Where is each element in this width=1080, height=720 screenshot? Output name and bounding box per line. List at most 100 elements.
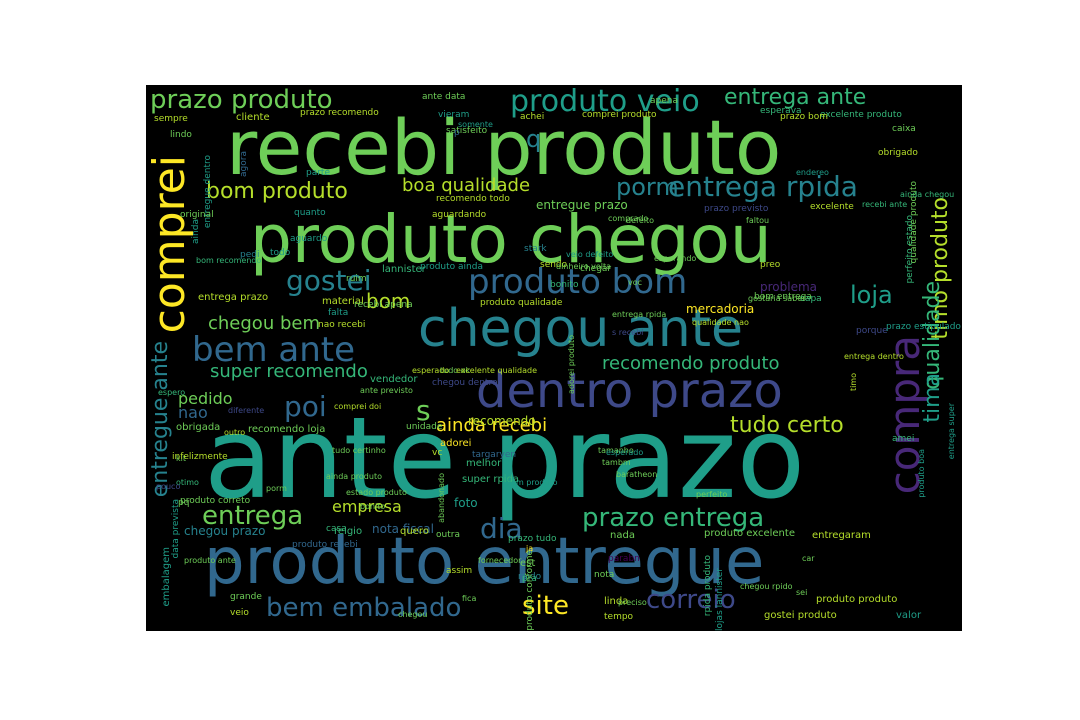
cloud-word: excelente qualidade — [456, 366, 537, 375]
cloud-word: nada — [610, 530, 635, 541]
cloud-word: bem embalado — [266, 593, 462, 623]
cloud-word: somente — [458, 120, 493, 129]
cloud-word: achei — [520, 112, 545, 122]
cloud-word: sempre — [154, 114, 188, 124]
cloud-word: ante prazo — [204, 394, 806, 524]
cloud-word: caixa — [892, 124, 916, 134]
cloud-word: entrega ante — [724, 85, 867, 110]
cloud-word: prazo bom — [780, 112, 829, 122]
cloud-word: bom produto — [206, 179, 348, 204]
cloud-word: tima — [920, 373, 945, 423]
cloud-word: recomendo loja — [248, 424, 326, 435]
cloud-word: entrega rpida — [612, 310, 667, 319]
cloud-word: esperava — [760, 106, 802, 116]
cloud-word: espero — [158, 388, 186, 397]
cloud-word: esperado — [412, 366, 450, 375]
cloud-word: bem ante — [192, 330, 356, 370]
cloud-word: vendedor — [370, 374, 418, 385]
cloud-word: est — [520, 558, 536, 569]
cloud-word: p — [454, 128, 460, 138]
cloud-word: bom — [366, 289, 411, 313]
cloud-word: otimo — [176, 478, 199, 487]
cloud-word: bonito — [550, 280, 579, 290]
cloud-word: produto qualidade — [480, 298, 563, 308]
cloud-word: apena — [650, 96, 678, 106]
cloud-word: lindo — [170, 130, 192, 140]
cloud-word: sendo — [540, 260, 568, 270]
cloud-word: infelizmente — [172, 452, 228, 462]
cloud-word: chegou — [398, 610, 428, 619]
cloud-word: obrigada — [176, 422, 221, 433]
cloud-word: entrega rpida — [668, 170, 858, 203]
cloud-word: outra — [436, 530, 460, 540]
cloud-word: adorei — [440, 438, 472, 449]
cloud-word: dentro prazo — [476, 363, 783, 419]
cloud-word: entrega — [202, 501, 304, 531]
cloud-word: preciso — [618, 598, 647, 607]
cloud-word: preo — [760, 260, 781, 270]
cloud-word: nota fiscal — [372, 522, 434, 536]
cloud-word: pq — [178, 498, 190, 508]
cloud-word: aguardo — [290, 234, 328, 244]
cloud-word: excelente — [810, 202, 854, 212]
cloud-word: chegou rpido — [740, 582, 793, 591]
cloud-word: porm — [266, 484, 287, 493]
cloud-word: fornecedor — [478, 556, 522, 565]
cloud-word: entregue prazo — [536, 198, 628, 212]
cloud-word: unidade — [406, 422, 443, 432]
cloud-word: abandonado — [437, 473, 446, 523]
cloud-word: esperando — [654, 254, 697, 263]
cloud-word: comprei doi — [334, 402, 382, 411]
cloud-word: chegar — [580, 264, 612, 274]
cloud-word: pedi — [240, 250, 260, 260]
cloud-word: correio — [646, 585, 736, 615]
cloud-word: outro — [224, 428, 246, 437]
cloud-word: chegou bem — [208, 313, 320, 334]
cloud-word: loja — [850, 281, 893, 309]
cloud-word: produto bom — [468, 262, 688, 302]
cloud-word: qualidade nao — [692, 318, 749, 327]
cloud-word: falta — [328, 308, 349, 318]
cloud-word: relgio — [334, 526, 363, 537]
cloud-word: veio — [230, 608, 249, 618]
cloud-word: s recebi — [612, 328, 644, 337]
cloud-word: endereo — [796, 168, 829, 177]
cloud-word: assim — [446, 566, 473, 576]
cloud-word: nota — [594, 570, 615, 580]
cloud-word: sei — [796, 588, 808, 597]
cloud-word: amei — [892, 434, 915, 444]
cloud-word: comprei produto — [582, 110, 657, 120]
cloud-word: recomendo todo — [436, 194, 510, 204]
cloud-word: ja — [526, 544, 534, 553]
cloud-word: tempo — [604, 612, 634, 622]
cloud-word: linda — [604, 596, 629, 607]
cloud-word: recomendo — [468, 414, 536, 428]
cloud-word: car — [802, 554, 815, 563]
cloud-word: mercadoria — [686, 302, 755, 316]
cloud-word: adorei produto — [567, 335, 576, 394]
cloud-word: produto produto — [816, 594, 898, 605]
cloud-word: ainda recebi — [436, 415, 548, 436]
cloud-word: ainda — [191, 219, 201, 244]
cloud-word: ainda produto — [326, 472, 382, 481]
cloud-word: kit — [176, 454, 186, 463]
cloud-word: gostaria saber — [748, 294, 806, 303]
cloud-word: boa qualidade — [402, 175, 531, 196]
cloud-word: targaryen — [472, 450, 517, 460]
cloud-word: produto ante — [184, 556, 236, 565]
cloud-word: porque — [856, 326, 888, 336]
cloud-word: parabn — [608, 554, 640, 564]
cloud-word: dia — [480, 512, 523, 545]
cloud-word: esperado — [606, 448, 644, 457]
cloud-word: dinheiro volta — [556, 262, 612, 271]
cloud-word: rpida produto — [703, 555, 713, 617]
cloud-word: tambm — [602, 458, 631, 467]
cloud-word: bom produto — [506, 478, 558, 487]
cloud-word: defeito — [626, 216, 654, 225]
cloud-word: recebi ante — [862, 200, 908, 209]
cloud-word: q — [526, 125, 542, 153]
cloud-word: chegou dentro — [432, 378, 498, 388]
cloud-word: lannister — [382, 264, 426, 275]
cloud-word: baratheon — [616, 470, 658, 479]
cloud-word: produto entregue — [204, 525, 765, 599]
